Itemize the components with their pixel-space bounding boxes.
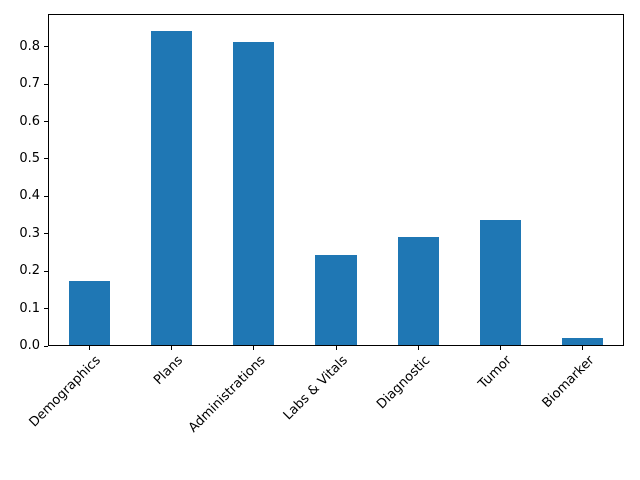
y-tick-mark [44, 345, 48, 347]
x-tick-label: Demographics [26, 353, 104, 431]
y-tick-label: 0.3 [19, 225, 40, 241]
y-tick-label: 0.8 [19, 38, 40, 54]
bar [480, 219, 522, 345]
y-tick-label: 0.1 [19, 300, 40, 316]
x-tick-label: Tumor [476, 353, 516, 393]
y-tick-mark [44, 270, 48, 272]
x-tick-mark [335, 346, 337, 350]
bar [397, 236, 439, 345]
y-tick-mark [44, 308, 48, 310]
x-tick-mark [500, 346, 502, 350]
y-tick-label: 0.0 [19, 338, 40, 353]
x-tick-mark [253, 346, 255, 350]
x-tick-mark [170, 346, 172, 350]
bar [68, 281, 110, 345]
x-tick-label: Diagnostic [373, 353, 433, 413]
plot-area [48, 14, 624, 346]
y-tick-label: 0.6 [19, 113, 40, 129]
x-tick-mark [88, 346, 90, 350]
y-tick-label: 0.7 [19, 76, 40, 92]
x-tick-label: Labs & Vitals [280, 353, 351, 424]
x-tick-mark [582, 346, 584, 350]
bar [315, 255, 357, 345]
y-tick-mark [44, 158, 48, 160]
y-tick-label: 0.4 [19, 188, 40, 204]
x-tick-mark [417, 346, 419, 350]
y-tick-mark [44, 46, 48, 48]
y-tick-mark [44, 233, 48, 235]
bar [562, 337, 604, 345]
y-tick-mark [44, 121, 48, 123]
y-tick-mark [44, 195, 48, 197]
x-tick-label: Administrations [185, 353, 269, 436]
y-tick-mark [44, 83, 48, 85]
bar [150, 30, 192, 345]
bar [233, 42, 275, 345]
y-tick-label: 0.2 [19, 263, 40, 279]
x-tick-label: Biomarker [539, 353, 598, 411]
x-tick-label: Plans [151, 353, 187, 388]
y-tick-label: 0.5 [19, 150, 40, 166]
